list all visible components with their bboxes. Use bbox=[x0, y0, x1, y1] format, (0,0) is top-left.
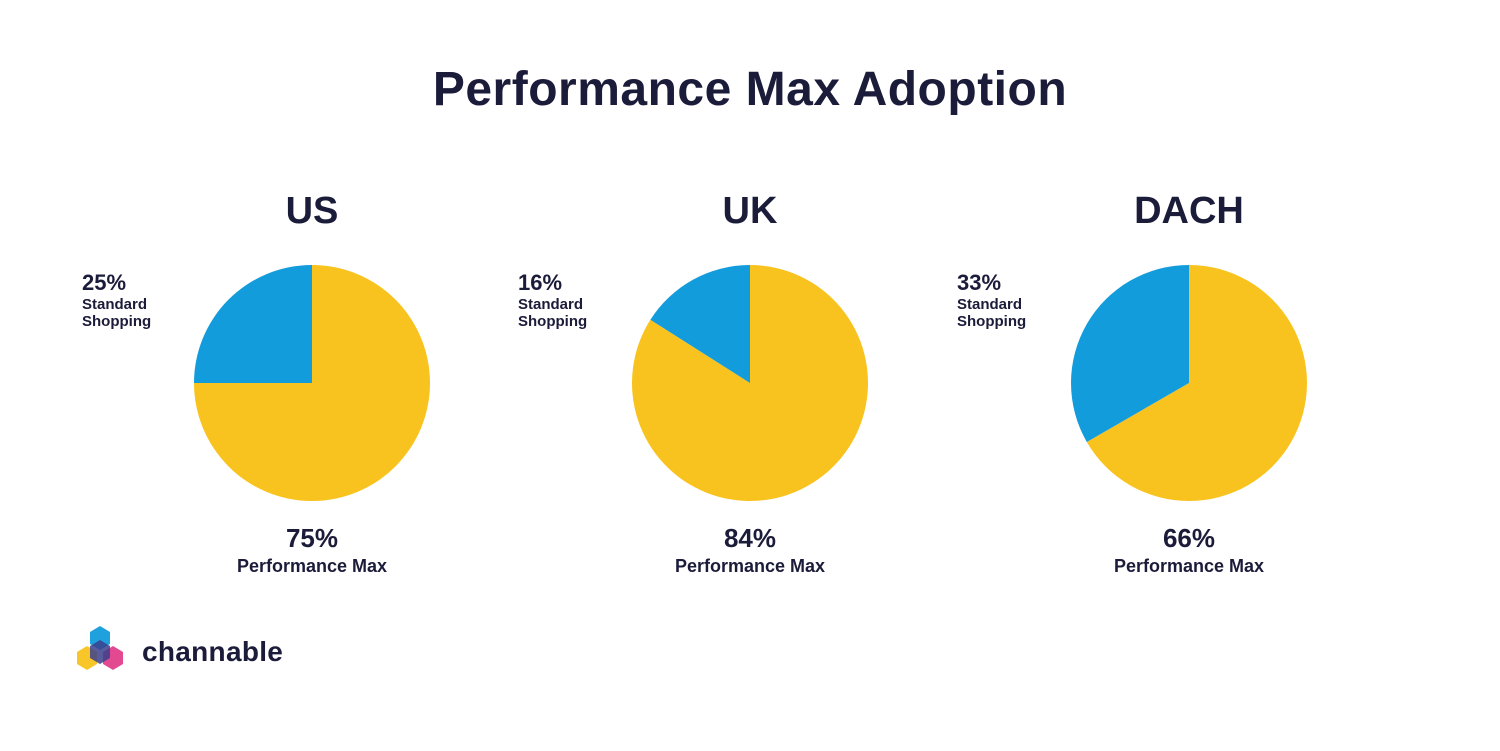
brand-name: channable bbox=[142, 636, 284, 667]
pie-title-uk: UK bbox=[722, 190, 778, 232]
channable-hexagon-logo-icon bbox=[77, 626, 123, 670]
standard-shopping-text-us: Standard Shopping bbox=[82, 296, 152, 330]
pie-panel-dach: DACH 33% Standard Shopping 66% Performanc… bbox=[939, 0, 1439, 751]
pie-slice-standard-shopping-dach bbox=[1071, 265, 1189, 442]
pie-panel-uk: UK 16% Standard Shopping 84% Performance … bbox=[500, 0, 1000, 751]
standard-shopping-value-us: 25% bbox=[82, 270, 127, 295]
pie-slice-standard-shopping-uk bbox=[650, 265, 750, 383]
performance-max-name-uk: Performance Max bbox=[674, 556, 826, 576]
pie-title-us: US bbox=[285, 190, 339, 232]
performance-max-value-dach: 66% bbox=[1162, 523, 1216, 553]
performance-max-label-us: 75% Performance Max bbox=[192, 522, 432, 578]
pie-title-dach: DACH bbox=[1134, 190, 1244, 232]
performance-max-name-dach: Performance Max bbox=[1113, 556, 1265, 576]
standard-shopping-name-us: Standard Shopping bbox=[82, 296, 202, 330]
performance-max-label-uk: 84% Performance Max bbox=[630, 522, 870, 578]
standard-shopping-label-us: 25% Standard Shopping bbox=[82, 270, 202, 330]
performance-max-value-us: 75% bbox=[285, 523, 339, 553]
standard-shopping-value-uk: 16% bbox=[518, 270, 563, 295]
performance-max-label-dach: 66% Performance Max bbox=[1069, 522, 1309, 578]
performance-max-value-uk: 84% bbox=[723, 523, 777, 553]
pie-chart-dach bbox=[1071, 265, 1307, 501]
pie-slice-performance-max-dach bbox=[1086, 265, 1307, 501]
standard-shopping-name-dach: Standard Shopping bbox=[957, 296, 1077, 330]
pie-slice-standard-shopping-us bbox=[194, 265, 312, 383]
brand: channable bbox=[70, 622, 310, 682]
standard-shopping-text-dach: Standard Shopping bbox=[957, 296, 1027, 330]
standard-shopping-label-uk: 16% Standard Shopping bbox=[518, 270, 638, 330]
standard-shopping-label-dach: 33% Standard Shopping bbox=[957, 270, 1077, 330]
standard-shopping-value-dach: 33% bbox=[957, 270, 1002, 295]
chart-title: Performance Max Adoption bbox=[432, 63, 1068, 116]
standard-shopping-name-uk: Standard Shopping bbox=[518, 296, 638, 330]
pie-panel-us: US 25% Standard Shopping 75% Performance … bbox=[62, 0, 562, 751]
performance-max-name-us: Performance Max bbox=[236, 556, 388, 576]
pie-chart-uk bbox=[632, 265, 868, 501]
standard-shopping-text-uk: Standard Shopping bbox=[518, 296, 588, 330]
pie-chart-us bbox=[194, 265, 430, 501]
